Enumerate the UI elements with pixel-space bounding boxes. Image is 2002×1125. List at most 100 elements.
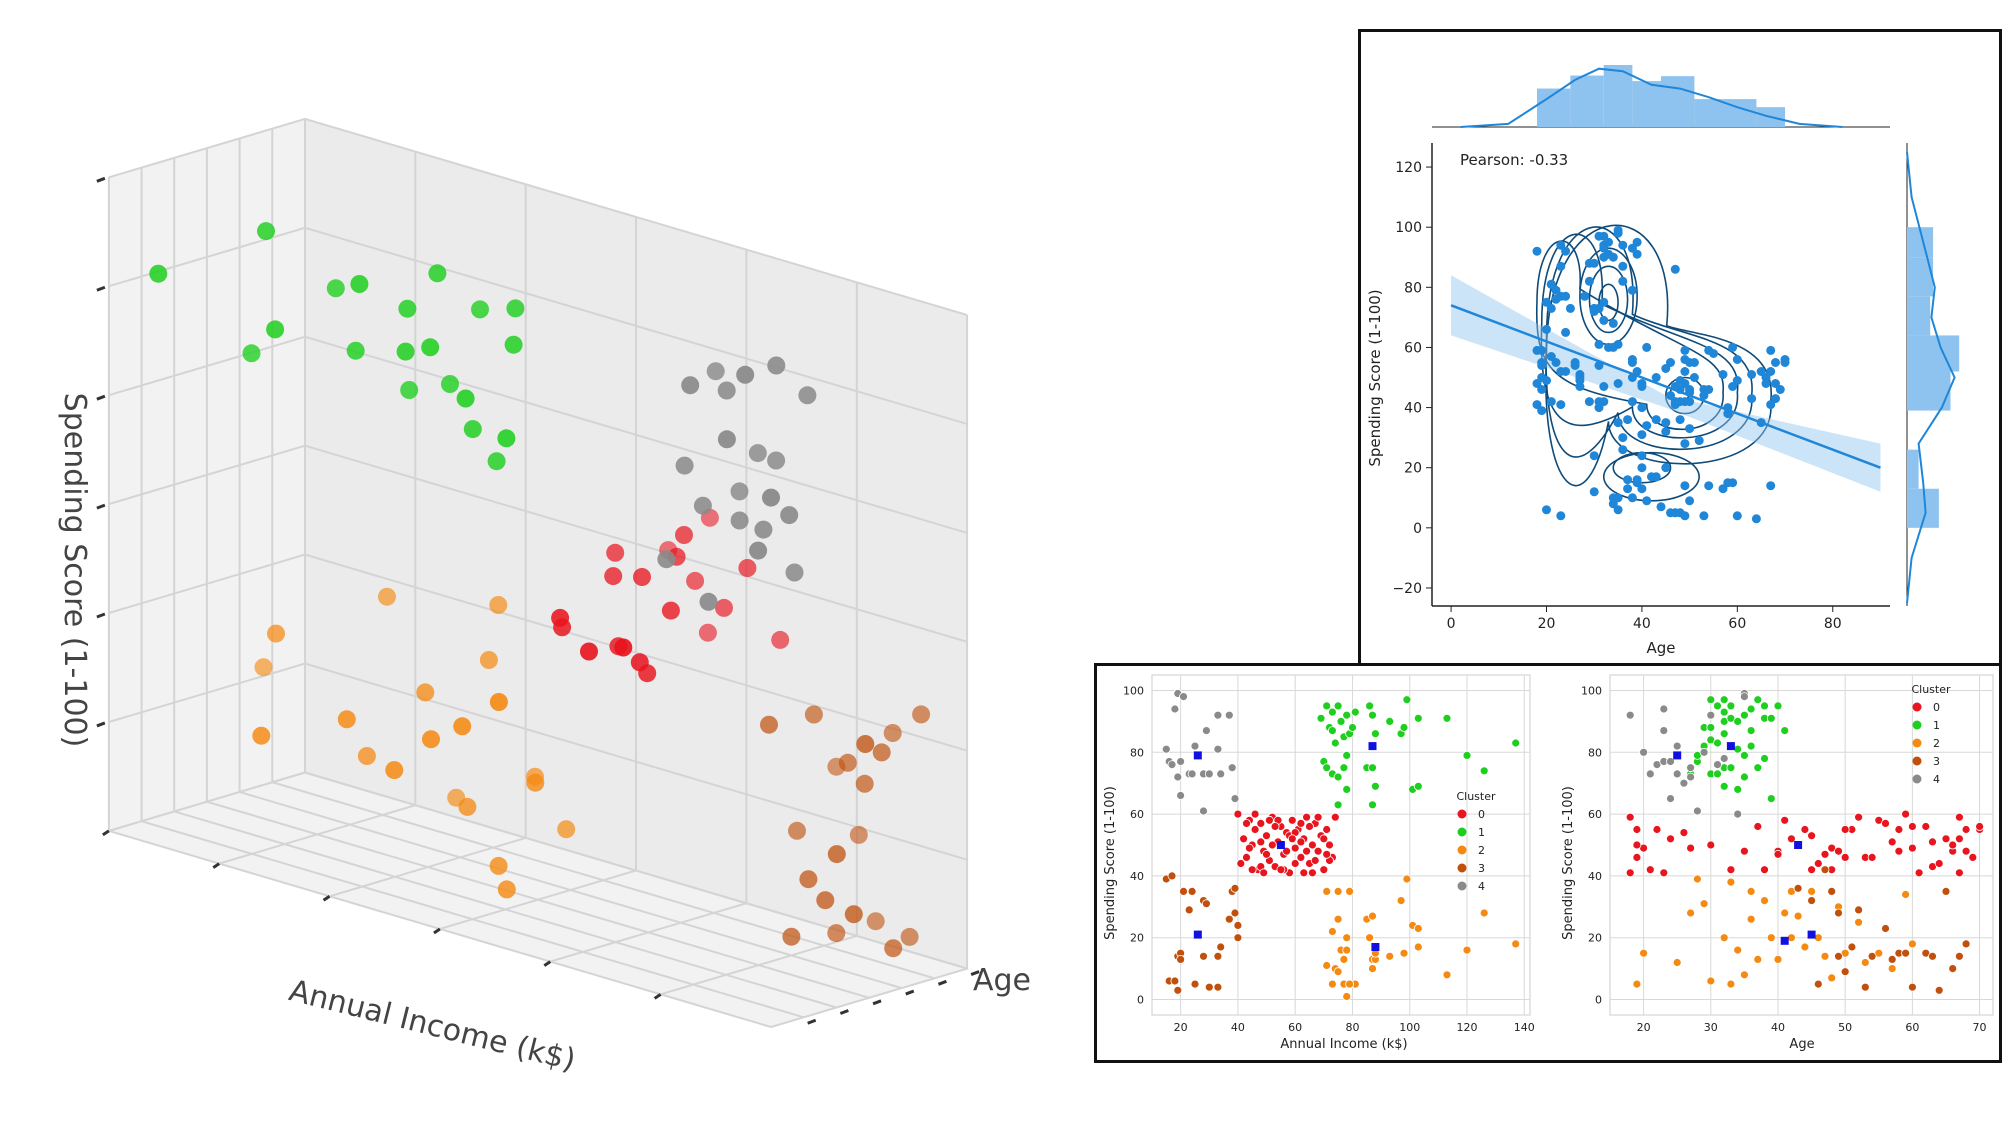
cluster-point	[1780, 908, 1790, 918]
joint-point	[1656, 502, 1666, 512]
joint-y-tick-label: 80	[1404, 280, 1422, 296]
cluster-point	[1820, 849, 1830, 859]
joint-point	[1651, 373, 1661, 382]
legend-label: 3	[1478, 862, 1485, 875]
cluster-point	[1686, 772, 1695, 782]
point-3d	[715, 598, 733, 617]
cluster-point	[1462, 945, 1472, 955]
cluster-point	[1840, 967, 1850, 977]
cluster-point	[1713, 760, 1722, 769]
cluster-point	[1887, 837, 1897, 847]
joint-point	[1661, 463, 1671, 473]
joint-point	[1766, 345, 1776, 355]
joint-x-tick-label: 20	[1538, 616, 1556, 632]
joint-point	[1747, 370, 1757, 379]
y-tick-label: 0	[1595, 994, 1602, 1007]
cluster-point	[1199, 951, 1208, 961]
ylabel-3d: Age	[973, 963, 1031, 998]
cluster-point	[1202, 899, 1211, 909]
cluster-point	[1230, 883, 1240, 893]
joint-point	[1756, 418, 1766, 428]
joint-point	[1651, 472, 1661, 482]
joint-point	[1723, 409, 1733, 419]
tick-income	[433, 927, 441, 935]
joint-point	[1766, 481, 1776, 491]
cluster-point	[1894, 825, 1904, 834]
cluster-point	[1339, 763, 1349, 773]
point-3d	[456, 389, 475, 408]
cluster-point	[1213, 744, 1223, 754]
joint-y-tick-label: 60	[1404, 340, 1422, 356]
point-3d	[675, 526, 693, 544]
cluster-point	[1287, 815, 1297, 825]
joint-point	[1666, 391, 1675, 400]
centroid-marker	[1780, 936, 1789, 945]
joint-point	[1542, 324, 1551, 334]
joint-point	[1613, 505, 1623, 515]
joint-point	[1637, 451, 1647, 461]
x-tick-label: 60	[1288, 1021, 1302, 1034]
grid-line-score	[108, 553, 968, 752]
plot-area	[1151, 674, 1531, 1016]
cluster-point	[1713, 769, 1722, 779]
cluster-point	[1479, 766, 1489, 776]
income-ylabel: Spending Score (1-100)	[1103, 786, 1118, 940]
cluster-point	[1908, 822, 1917, 831]
joint-point	[1732, 355, 1742, 364]
cluster-point	[1740, 772, 1749, 782]
joint-point	[1685, 424, 1695, 434]
cluster-point	[1860, 982, 1870, 992]
joint-point	[1771, 379, 1780, 388]
cluster-point	[1740, 692, 1749, 701]
cluster-point	[1170, 976, 1180, 986]
point-3d	[730, 511, 749, 530]
axes-3d-ticks	[96, 176, 980, 1025]
joint-plot: 0 20 40 60 80 −20 0 20 40 60 80 100 120 Pearson: -0.…	[1366, 65, 1960, 657]
joint-point	[1761, 379, 1771, 388]
joint-point	[1618, 445, 1628, 455]
cluster-point	[1659, 868, 1669, 878]
cluster-point	[1672, 958, 1682, 967]
joint-point	[1718, 370, 1728, 379]
centroid-marker	[1193, 751, 1202, 760]
tick-age	[970, 970, 980, 976]
cluster-point	[1342, 992, 1352, 1001]
cluster-point	[1250, 809, 1260, 819]
cluster-point	[1961, 825, 1971, 834]
cluster-point	[1887, 955, 1897, 964]
cluster-point	[1399, 723, 1409, 732]
cluster-point	[1625, 710, 1635, 720]
joint-point	[1756, 367, 1766, 376]
cluster-point	[1230, 794, 1240, 803]
cluster-point	[1302, 812, 1311, 822]
cluster-point	[1190, 741, 1200, 751]
point-3d	[398, 299, 417, 318]
cluster-point	[1330, 738, 1340, 748]
joint-point	[1689, 373, 1699, 382]
point-3d	[883, 724, 902, 742]
point-3d	[385, 761, 404, 780]
point-3d	[441, 375, 459, 393]
cluster-point	[1462, 751, 1472, 760]
cluster-point	[1322, 825, 1332, 834]
cluster-point	[1666, 757, 1675, 766]
cluster-point	[1308, 868, 1317, 878]
point-3d	[767, 451, 786, 470]
legend-label: 1	[1478, 826, 1485, 839]
cluster-point	[1686, 763, 1695, 773]
joint-point	[1666, 358, 1675, 367]
cluster-point	[1847, 942, 1857, 952]
x-tick-label: 140	[1514, 1021, 1535, 1034]
point-3d	[471, 300, 489, 319]
point-3d	[497, 880, 516, 899]
cluster-point	[1766, 794, 1776, 803]
cluster-point	[1746, 914, 1756, 924]
joint-point	[1642, 496, 1652, 506]
cluster-point	[1686, 908, 1695, 918]
cluster-point	[1820, 865, 1830, 875]
legend-marker	[1912, 720, 1922, 730]
cluster-point	[1854, 905, 1863, 915]
cluster-point	[1187, 769, 1197, 779]
joint-point	[1561, 291, 1571, 301]
cluster-point	[1679, 828, 1689, 837]
